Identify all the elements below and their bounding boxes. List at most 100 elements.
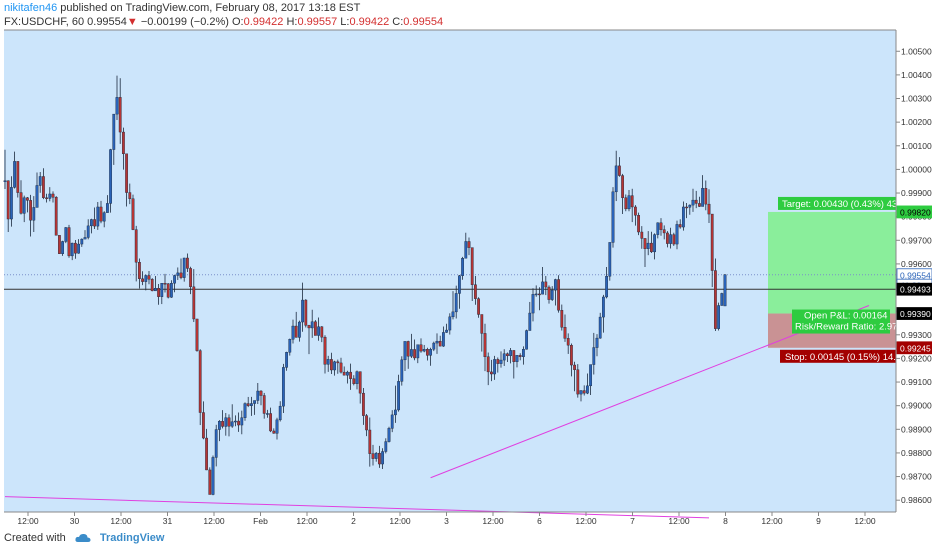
candle-body xyxy=(515,355,519,362)
candle-body xyxy=(243,403,247,418)
candle-body xyxy=(51,193,55,198)
candle-body xyxy=(406,341,410,357)
price-label-box xyxy=(896,307,932,320)
candle-body xyxy=(717,305,721,329)
candle-body xyxy=(669,234,673,244)
candle-body xyxy=(349,371,352,379)
candle-body xyxy=(73,242,77,254)
candle-body xyxy=(278,405,282,421)
candle-body xyxy=(29,200,32,221)
target-label-box xyxy=(778,196,896,210)
candle-body xyxy=(192,286,196,320)
candle-body xyxy=(211,457,215,495)
y-tick-label: 1.00000 xyxy=(901,164,932,174)
candle-body xyxy=(429,349,432,356)
candle-body xyxy=(685,206,689,209)
candle-body xyxy=(512,350,516,362)
candle-body xyxy=(198,350,202,413)
candle-body xyxy=(454,293,458,313)
candle-body xyxy=(163,283,167,285)
candle-body xyxy=(358,371,362,394)
y-tick-label: 0.99200 xyxy=(901,353,932,363)
candle-body xyxy=(611,191,615,243)
candle-body xyxy=(201,412,205,439)
candle-body xyxy=(630,195,634,208)
price-change: −0.00199 (−0.2%) xyxy=(140,16,229,28)
candle-body xyxy=(394,409,397,416)
candle-body xyxy=(45,197,49,199)
price-label-box xyxy=(896,282,932,296)
candle-body xyxy=(470,247,474,285)
candle-body xyxy=(637,215,641,233)
candle-body xyxy=(426,349,429,356)
candle-body xyxy=(70,242,74,257)
candle-body xyxy=(371,453,375,459)
candle-body xyxy=(61,241,65,254)
risk-reward-label: Risk/Reward Ratio: 2.97 xyxy=(795,322,897,333)
candle-body xyxy=(173,275,176,284)
candle-body xyxy=(330,359,333,371)
candle-body xyxy=(464,241,468,259)
open-value: 0.99422 xyxy=(243,16,284,28)
candle-body xyxy=(714,270,717,329)
candle-body xyxy=(35,185,39,208)
candle-body xyxy=(246,403,250,406)
candle-body xyxy=(499,359,503,364)
x-tick-label: 9 xyxy=(816,516,821,526)
candle-body xyxy=(659,222,663,230)
y-tick-label: 1.00500 xyxy=(901,46,932,56)
candle-body xyxy=(32,207,36,221)
candle-body xyxy=(259,390,263,396)
candle-body xyxy=(598,316,602,339)
candle-body xyxy=(563,327,567,339)
candle-body xyxy=(298,321,301,338)
stop-label-box xyxy=(780,349,896,363)
candle-body xyxy=(336,361,340,364)
candle-body xyxy=(86,225,90,238)
candle-body xyxy=(22,197,26,214)
candle-body xyxy=(77,243,81,254)
candle-body xyxy=(582,390,586,394)
candle-body xyxy=(627,195,631,210)
candle-body xyxy=(534,293,538,296)
tradingview-logo-text[interactable]: TradingView xyxy=(99,532,165,544)
x-tick-label: 31 xyxy=(163,516,173,526)
candle-body xyxy=(275,419,279,434)
candle-body xyxy=(294,325,298,338)
candle-body xyxy=(48,193,52,199)
candle-body xyxy=(634,206,637,216)
candle-body xyxy=(179,272,183,278)
candle-body xyxy=(233,420,237,423)
candle-body xyxy=(217,421,221,430)
candle-body xyxy=(602,296,605,318)
candle-body xyxy=(3,180,7,182)
candle-body xyxy=(525,330,529,350)
candle-body xyxy=(666,232,669,244)
candle-body xyxy=(595,337,599,348)
candle-body xyxy=(141,278,144,282)
candle-body xyxy=(214,429,218,458)
candle-body xyxy=(118,97,122,133)
candle-body xyxy=(541,281,545,295)
candle-body xyxy=(320,326,324,338)
high-label: H: xyxy=(286,16,298,28)
candle-body xyxy=(643,238,647,249)
candle-body xyxy=(102,212,106,222)
y-tick-label: 1.00300 xyxy=(901,94,932,104)
price-label: 0.99245 xyxy=(900,343,931,353)
low-value: 0.99422 xyxy=(349,16,390,28)
candle-body xyxy=(54,197,58,236)
trendline-2 xyxy=(4,496,710,519)
candle-body xyxy=(147,275,151,280)
price-label: 0.99554 xyxy=(900,270,931,280)
author-username[interactable]: nikitafen46 xyxy=(4,2,58,14)
trendline-1 xyxy=(430,305,870,479)
price-label: 0.99493 xyxy=(900,285,931,295)
candle-body xyxy=(230,421,234,427)
candle-body xyxy=(605,275,609,298)
candle-body xyxy=(342,371,346,376)
pnl-box xyxy=(792,309,890,334)
candle-body xyxy=(720,293,724,306)
candle-body xyxy=(682,206,685,228)
